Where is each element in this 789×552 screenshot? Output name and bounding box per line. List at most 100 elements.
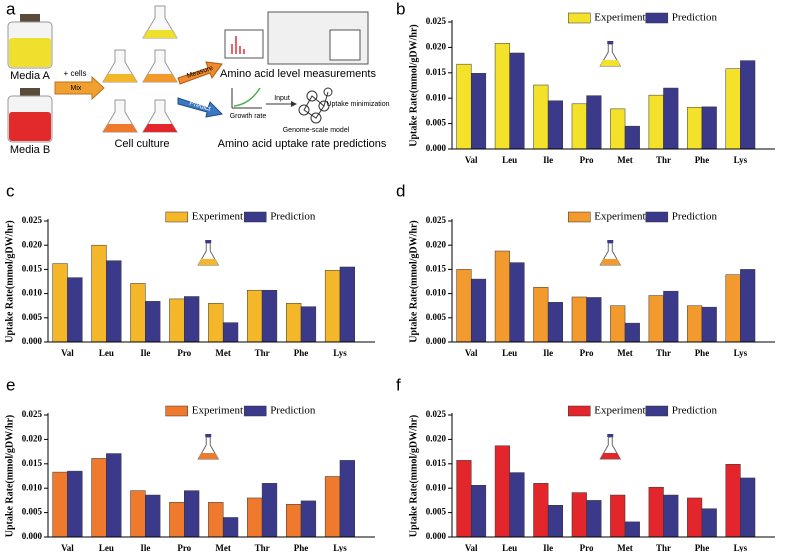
label: Media B (10, 144, 50, 156)
bar (687, 107, 703, 150)
y-tick-label: 0.000 (22, 336, 43, 346)
x-tick-label: Val (465, 155, 478, 165)
diagram: a Media A Media B + cells Mix (6, 0, 390, 156)
x-tick-label: Pro (580, 155, 594, 165)
y-tick-label: 0.015 (426, 67, 447, 77)
x-tick-label: Lys (333, 543, 347, 552)
y-tick-label: 0.010 (426, 92, 447, 102)
panel-label: b (396, 0, 405, 18)
bar (586, 500, 602, 538)
bar (494, 445, 510, 538)
bottle-cap (20, 88, 40, 96)
bar (571, 296, 587, 343)
bar (571, 492, 587, 538)
legend-swatch (243, 405, 267, 417)
x-tick-label: Phe (695, 543, 710, 552)
arrow (54, 75, 105, 101)
bar (324, 476, 341, 538)
legend-label: Experiment (192, 405, 243, 417)
bar (169, 298, 185, 343)
y-tick-label: 0.015 (426, 458, 447, 468)
bar (339, 460, 356, 538)
y-tick-label: 0.010 (22, 482, 43, 492)
chart: f Uptake Rate(mmol/gDW/hr) 0.000 0.005 0.010… (396, 375, 775, 552)
bar (261, 483, 278, 538)
bar (339, 266, 356, 343)
bar (533, 287, 549, 343)
bar (648, 94, 664, 150)
label: Amino acid uptake rate predictions (218, 138, 387, 150)
panel-label: e (6, 375, 15, 394)
x-tick-label: Met (617, 348, 633, 358)
bar (648, 295, 664, 343)
bar (494, 250, 510, 343)
bar (547, 302, 563, 343)
label: Genome-scale model (283, 127, 350, 134)
flask (142, 99, 178, 133)
bar (610, 494, 626, 538)
y-tick-label: 0.025 (426, 16, 447, 26)
label: Amino acid level measurements (220, 68, 376, 80)
bar (106, 453, 122, 538)
y-tick-label: 0.020 (22, 239, 43, 249)
bar (145, 301, 161, 343)
flask-fill (600, 453, 621, 459)
bar (533, 483, 549, 538)
bar (648, 486, 664, 538)
x-tick-label: Ile (140, 543, 150, 552)
bar (701, 508, 717, 538)
flask (142, 49, 178, 83)
legend-swatch (165, 211, 188, 223)
bar (222, 517, 239, 538)
x-tick-label: Leu (502, 155, 517, 165)
media-fill (9, 112, 51, 141)
bar (610, 108, 626, 150)
flask (142, 5, 178, 39)
x-tick-label: Ile (140, 348, 150, 358)
y-tick-label: 0.000 (426, 143, 447, 153)
y-tick-label: 0.000 (22, 531, 43, 541)
y-tick-label: 0.025 (22, 409, 43, 419)
legend-label: Prediction (672, 405, 718, 417)
legend-label: Prediction (270, 211, 316, 223)
x-tick-label: Ile (543, 155, 553, 165)
legend-label: Prediction (270, 405, 316, 417)
bar (106, 260, 122, 343)
x-tick-label: Phe (294, 348, 309, 358)
flask-fill (198, 453, 219, 459)
bar (184, 490, 200, 538)
x-tick-label: Thr (656, 155, 671, 165)
bar (725, 464, 741, 538)
bar (725, 68, 741, 150)
media-fill (9, 38, 51, 67)
bar (586, 297, 602, 343)
bar (663, 87, 679, 150)
y-tick-label: 0.010 (426, 288, 447, 298)
y-axis-label: Uptake Rate(mmol/gDW/hr) (408, 415, 419, 537)
bar (285, 504, 302, 538)
bar (470, 278, 487, 343)
flask-cap (607, 41, 614, 44)
bar (67, 470, 83, 538)
bar (547, 100, 563, 150)
axes (231, 88, 262, 109)
label: Media A (10, 70, 50, 82)
label: Cell culture (114, 138, 169, 150)
bar (145, 494, 161, 538)
flask-fill (198, 259, 219, 265)
label: + cells (64, 69, 87, 78)
x-tick-label: Leu (99, 348, 114, 358)
y-tick-label: 0.000 (426, 531, 447, 541)
y-tick-label: 0.020 (426, 433, 447, 443)
y-tick-label: 0.005 (22, 312, 43, 322)
legend-label: Experiment (192, 211, 243, 223)
legend-swatch (645, 405, 669, 417)
chart: e Uptake Rate(mmol/gDW/hr) 0.000 0.005 0.010… (4, 375, 375, 552)
x-tick-label: Lys (734, 543, 748, 552)
bar (624, 521, 640, 538)
y-tick-label: 0.020 (426, 41, 447, 51)
bar (208, 303, 224, 343)
bar (687, 305, 703, 343)
x-tick-label: Val (61, 348, 74, 358)
